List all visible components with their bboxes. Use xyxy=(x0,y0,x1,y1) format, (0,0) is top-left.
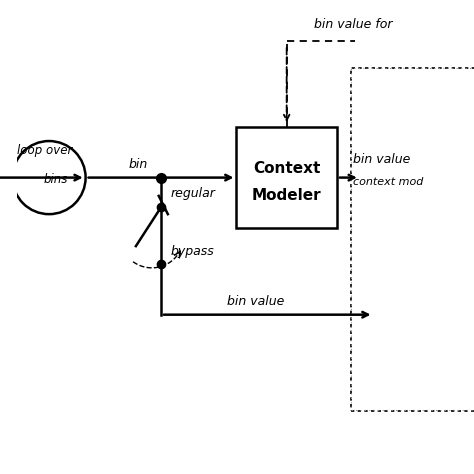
Text: regular: regular xyxy=(170,187,215,201)
Text: bin: bin xyxy=(128,158,148,171)
Text: bins: bins xyxy=(44,173,68,186)
Text: context mod: context mod xyxy=(353,177,423,187)
Text: bin value: bin value xyxy=(227,295,284,308)
Text: loop over: loop over xyxy=(17,144,72,157)
Text: Modeler: Modeler xyxy=(252,188,321,203)
Text: bin value for: bin value for xyxy=(314,18,392,31)
Text: bin value: bin value xyxy=(353,153,410,166)
FancyBboxPatch shape xyxy=(237,128,337,228)
Text: bypass: bypass xyxy=(170,245,214,257)
Text: Context: Context xyxy=(253,161,320,176)
